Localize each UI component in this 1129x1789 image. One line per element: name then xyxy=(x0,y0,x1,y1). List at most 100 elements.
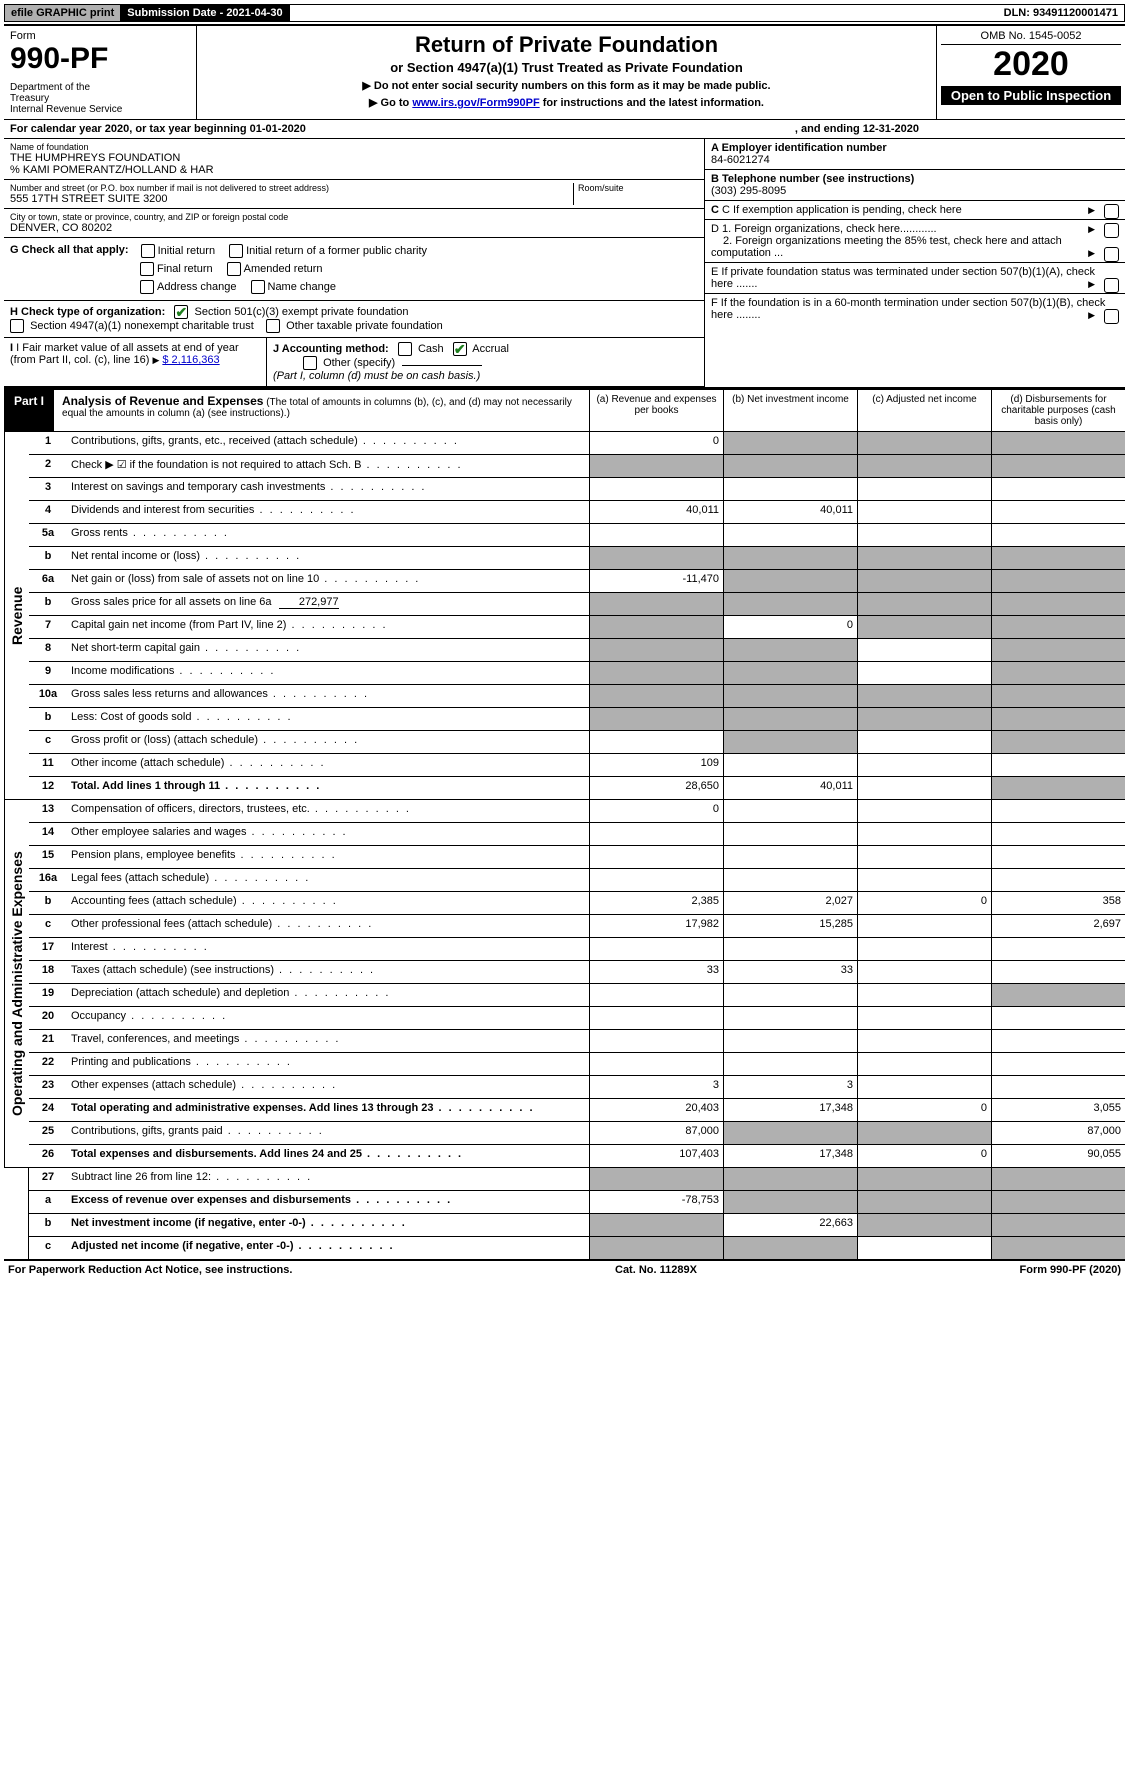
other-method-checkbox[interactable] xyxy=(303,356,317,370)
cell-b xyxy=(723,1191,857,1213)
d1-checkbox[interactable] xyxy=(1104,223,1119,238)
4947-checkbox[interactable] xyxy=(10,319,24,333)
table-row: 1Contributions, gifts, grants, etc., rec… xyxy=(29,432,1125,454)
cell-dd xyxy=(991,984,1125,1006)
cell-b xyxy=(723,1122,857,1144)
cell-c xyxy=(857,1214,991,1236)
d2-checkbox[interactable] xyxy=(1104,247,1119,262)
ein-value: 84-6021274 xyxy=(711,154,770,166)
row-description: Net gain or (loss) from sale of assets n… xyxy=(67,570,589,592)
fmv-value[interactable]: $ 2,116,363 xyxy=(162,354,219,366)
initial-return-checkbox[interactable] xyxy=(141,244,155,258)
cell-dd xyxy=(991,869,1125,891)
g-label: G Check all that apply: xyxy=(10,244,129,258)
cell-b xyxy=(723,1007,857,1029)
section-j: J Accounting method: Cash Accrual Other … xyxy=(267,338,704,386)
cell-c xyxy=(857,1076,991,1098)
row-number: 10a xyxy=(29,685,67,707)
row-number: 19 xyxy=(29,984,67,1006)
cell-dd xyxy=(991,685,1125,707)
cell-b xyxy=(723,547,857,569)
efile-button[interactable]: efile GRAPHIC print xyxy=(5,5,121,21)
table-row: 19Depreciation (attach schedule) and dep… xyxy=(29,983,1125,1006)
dept-label: Department of theTreasuryInternal Revenu… xyxy=(10,82,190,115)
row-description: Net rental income or (loss) xyxy=(67,547,589,569)
accrual-checkbox[interactable] xyxy=(453,342,467,356)
501c3-checkbox[interactable] xyxy=(174,305,188,319)
cell-c: 0 xyxy=(857,1099,991,1121)
final-return-checkbox[interactable] xyxy=(140,262,154,276)
catalog-number: Cat. No. 11289X xyxy=(615,1264,697,1276)
cell-dd xyxy=(991,662,1125,684)
cell-a: 2,385 xyxy=(589,892,723,914)
cell-c xyxy=(857,432,991,454)
cell-b xyxy=(723,639,857,661)
amended-checkbox[interactable] xyxy=(227,262,241,276)
cell-dd xyxy=(991,823,1125,845)
table-row: 20Occupancy xyxy=(29,1006,1125,1029)
cell-dd xyxy=(991,432,1125,454)
table-row: 27Subtract line 26 from line 12: xyxy=(29,1168,1125,1190)
cash-checkbox[interactable] xyxy=(398,342,412,356)
city-state-zip: DENVER, CO 80202 xyxy=(10,222,698,234)
row-number: 11 xyxy=(29,754,67,776)
cell-c xyxy=(857,869,991,891)
row-number: b xyxy=(29,1214,67,1236)
table-row: 23Other expenses (attach schedule)33 xyxy=(29,1075,1125,1098)
cell-c xyxy=(857,938,991,960)
form-subtitle: or Section 4947(a)(1) Trust Treated as P… xyxy=(205,60,928,75)
top-bar: efile GRAPHIC print Submission Date - 20… xyxy=(4,4,1125,22)
table-row: cAdjusted net income (if negative, enter… xyxy=(29,1236,1125,1259)
name-change-checkbox[interactable] xyxy=(251,280,265,294)
row-description: Total. Add lines 1 through 11 xyxy=(67,777,589,799)
table-row: bNet rental income or (loss) xyxy=(29,546,1125,569)
f-checkbox[interactable] xyxy=(1104,309,1119,324)
cell-a xyxy=(589,1214,723,1236)
cell-c xyxy=(857,1007,991,1029)
expenses-label: Operating and Administrative Expenses xyxy=(4,800,29,1167)
table-row: 11Other income (attach schedule)109 xyxy=(29,753,1125,776)
table-row: 18Taxes (attach schedule) (see instructi… xyxy=(29,960,1125,983)
cell-c xyxy=(857,455,991,477)
cell-dd xyxy=(991,501,1125,523)
table-row: 22Printing and publications xyxy=(29,1052,1125,1075)
note-link: ▶ Go to www.irs.gov/Form990PF for instru… xyxy=(205,96,928,109)
cell-b: 15,285 xyxy=(723,915,857,937)
c-checkbox[interactable] xyxy=(1104,204,1119,219)
cell-c xyxy=(857,731,991,753)
other-taxable-checkbox[interactable] xyxy=(266,319,280,333)
paperwork-notice: For Paperwork Reduction Act Notice, see … xyxy=(8,1264,292,1276)
cell-a: -11,470 xyxy=(589,570,723,592)
row-number: 2 xyxy=(29,455,67,477)
cell-dd xyxy=(991,1030,1125,1052)
row-description: Travel, conferences, and meetings xyxy=(67,1030,589,1052)
cell-c xyxy=(857,1237,991,1259)
irs-link[interactable]: www.irs.gov/Form990PF xyxy=(412,97,539,109)
identification-grid: Name of foundation THE HUMPHREYS FOUNDAT… xyxy=(4,139,1125,388)
initial-former-checkbox[interactable] xyxy=(229,244,243,258)
section-e: E If private foundation status was termi… xyxy=(705,263,1125,294)
cell-a: 107,403 xyxy=(589,1145,723,1167)
cell-a: 0 xyxy=(589,800,723,822)
cell-b xyxy=(723,478,857,500)
row-description: Interest xyxy=(67,938,589,960)
cell-dd xyxy=(991,754,1125,776)
cell-c xyxy=(857,1191,991,1213)
row-description: Printing and publications xyxy=(67,1053,589,1075)
row-description: Interest on savings and temporary cash i… xyxy=(67,478,589,500)
row-description: Other employee salaries and wages xyxy=(67,823,589,845)
row-number: 22 xyxy=(29,1053,67,1075)
address-change-checkbox[interactable] xyxy=(140,280,154,294)
cell-a xyxy=(589,1168,723,1190)
table-row: 14Other employee salaries and wages xyxy=(29,822,1125,845)
cell-a xyxy=(589,1007,723,1029)
cell-c: 0 xyxy=(857,1145,991,1167)
row-description: Depreciation (attach schedule) and deple… xyxy=(67,984,589,1006)
part1-label: Part I xyxy=(4,390,54,431)
row-number: 13 xyxy=(29,800,67,822)
row-number: 17 xyxy=(29,938,67,960)
expenses-section: Operating and Administrative Expenses 13… xyxy=(4,800,1125,1168)
cell-a: 20,403 xyxy=(589,1099,723,1121)
e-checkbox[interactable] xyxy=(1104,278,1119,293)
row-number: 26 xyxy=(29,1145,67,1167)
